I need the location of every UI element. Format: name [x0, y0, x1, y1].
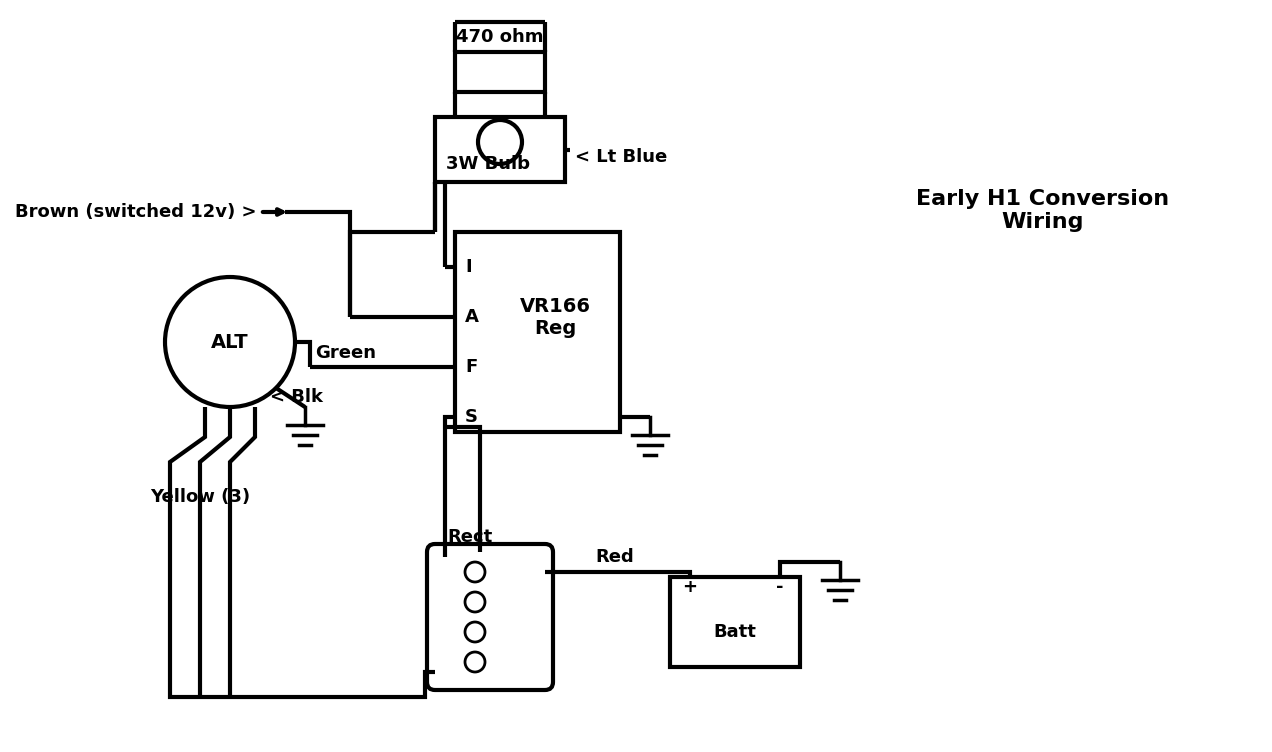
Text: Yellow (3): Yellow (3) [150, 488, 251, 506]
Text: 3W Bulb: 3W Bulb [446, 155, 530, 173]
Text: Green: Green [315, 344, 377, 362]
Text: 470 ohm: 470 ohm [457, 28, 543, 46]
Text: S: S [466, 408, 478, 426]
Text: Early H1 Conversion
Wiring: Early H1 Conversion Wiring [917, 189, 1169, 232]
Text: I: I [466, 258, 472, 276]
Text: ALT: ALT [211, 332, 249, 351]
Text: A: A [466, 308, 478, 326]
Text: VR166
Reg: VR166 Reg [519, 296, 590, 338]
Text: Rect: Rect [448, 528, 492, 546]
Text: -: - [776, 578, 784, 596]
Text: < Blk: < Blk [270, 388, 323, 406]
Text: Red: Red [595, 548, 633, 566]
Text: Batt: Batt [714, 623, 757, 641]
Text: F: F [466, 358, 477, 376]
Text: < Lt Blue: < Lt Blue [575, 148, 668, 166]
Text: Brown (switched 12v) >: Brown (switched 12v) > [15, 203, 257, 221]
Text: +: + [683, 578, 697, 596]
